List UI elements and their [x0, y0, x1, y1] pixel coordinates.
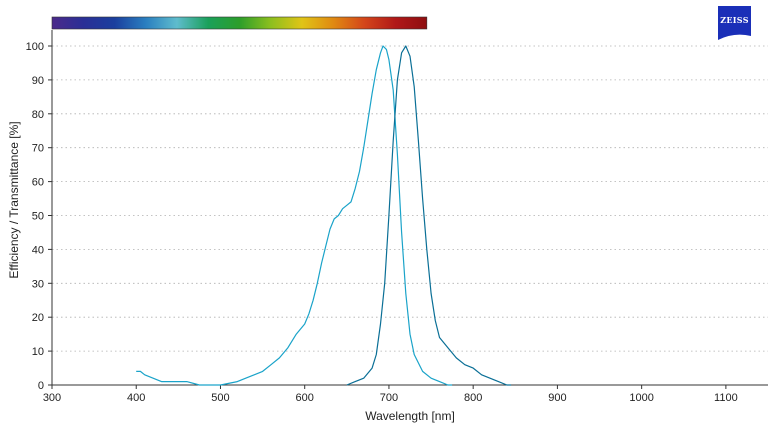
- logo-text: ZEISS: [720, 15, 749, 25]
- y-tick-label-90: 90: [32, 75, 44, 87]
- y-tick-label-40: 40: [32, 244, 44, 256]
- y-tick-label-50: 50: [32, 211, 44, 223]
- x-axis-title: Wavelength [nm]: [365, 409, 455, 423]
- series-line-2: [346, 45, 512, 386]
- x-tick-label-300: 300: [43, 392, 61, 404]
- y-tick-label-80: 80: [32, 109, 44, 121]
- x-tick-label-400: 400: [127, 392, 145, 404]
- x-tick-label-500: 500: [211, 392, 229, 404]
- y-tick-label-0: 0: [38, 380, 44, 392]
- x-tick-label-1100: 1100: [714, 392, 738, 404]
- x-tick-label-1000: 1000: [629, 392, 653, 404]
- y-tick-label-30: 30: [32, 278, 44, 290]
- y-tick-label-100: 100: [26, 41, 44, 53]
- x-tick-label-800: 800: [464, 392, 482, 404]
- series-line-1: [136, 45, 453, 386]
- zeiss-logo: ZEISS: [718, 6, 751, 40]
- series-lines: [136, 45, 512, 386]
- x-axis-ticks: 300 400 500 600 700 800 900 1000 1100: [43, 385, 738, 404]
- x-tick-label-900: 900: [548, 392, 566, 404]
- y-tick-label-60: 60: [32, 177, 44, 189]
- y-axis-title: Efficiency / Transmittance [%]: [7, 121, 21, 278]
- y-tick-label-70: 70: [32, 143, 44, 155]
- x-tick-label-700: 700: [380, 392, 398, 404]
- y-axis-ticks: 0 10 20 30 40 50 60 70 80 90 100: [26, 41, 52, 392]
- axes: [51, 30, 768, 386]
- spectrum-bar: [51, 16, 428, 30]
- grid-lines: [52, 45, 768, 352]
- y-tick-label-10: 10: [32, 346, 44, 358]
- y-tick-label-20: 20: [32, 312, 44, 324]
- x-tick-label-600: 600: [296, 392, 314, 404]
